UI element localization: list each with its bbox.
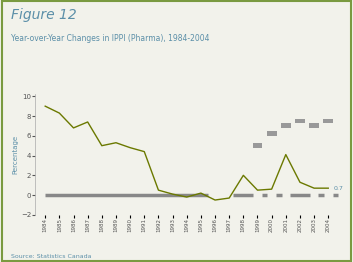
FancyBboxPatch shape	[295, 118, 305, 123]
FancyBboxPatch shape	[252, 143, 262, 148]
Text: Source: Statistics Canada: Source: Statistics Canada	[11, 254, 91, 259]
Text: Figure 12: Figure 12	[11, 8, 76, 22]
FancyBboxPatch shape	[281, 123, 291, 128]
Y-axis label: Percentage: Percentage	[12, 135, 18, 174]
FancyBboxPatch shape	[267, 131, 277, 136]
FancyBboxPatch shape	[309, 123, 319, 128]
Text: 0.7: 0.7	[334, 186, 344, 191]
FancyBboxPatch shape	[323, 118, 333, 123]
Text: Year-over-Year Changes in IPPI (Pharma), 1984-2004: Year-over-Year Changes in IPPI (Pharma),…	[11, 34, 209, 43]
